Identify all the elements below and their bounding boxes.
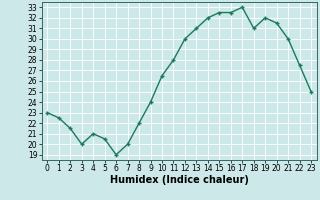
X-axis label: Humidex (Indice chaleur): Humidex (Indice chaleur) [110, 175, 249, 185]
